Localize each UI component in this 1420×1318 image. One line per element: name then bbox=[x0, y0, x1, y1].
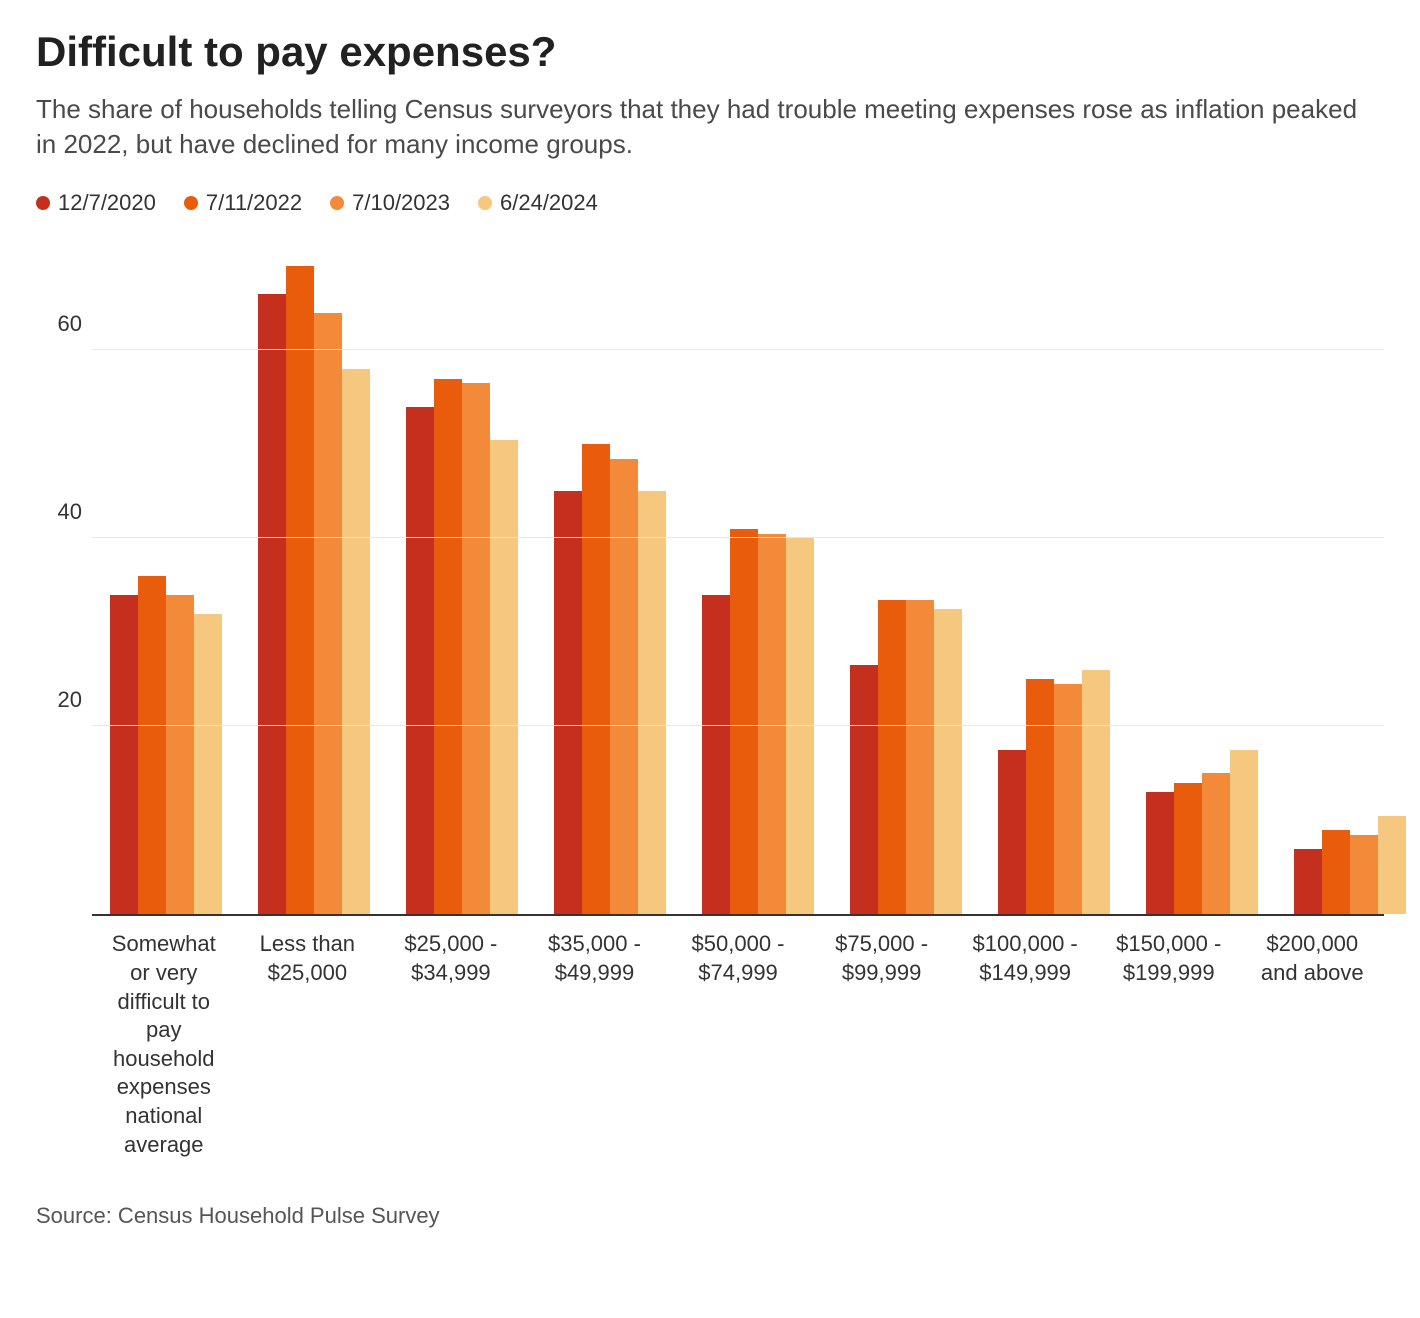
bar bbox=[998, 750, 1026, 915]
x-tick-label: Less than $25,000 bbox=[236, 930, 380, 1159]
bar bbox=[110, 595, 138, 915]
bar-group bbox=[1128, 256, 1276, 914]
bar bbox=[138, 576, 166, 914]
chart-subtitle: The share of households telling Census s… bbox=[36, 92, 1376, 162]
legend: 12/7/2020 7/11/2022 7/10/2023 6/24/2024 bbox=[36, 190, 1384, 216]
bar bbox=[1082, 670, 1110, 914]
legend-label: 7/10/2023 bbox=[352, 190, 450, 216]
bar bbox=[1146, 792, 1174, 914]
legend-label: 6/24/2024 bbox=[500, 190, 598, 216]
bar-group bbox=[240, 256, 388, 914]
bar bbox=[786, 538, 814, 914]
y-tick-label: 40 bbox=[36, 499, 82, 525]
plot-area: 204060 bbox=[92, 256, 1384, 916]
x-tick-label: Somewhat or very difficult to pay househ… bbox=[92, 930, 236, 1159]
x-tick-label: $75,000 - $99,999 bbox=[810, 930, 954, 1159]
chart: 204060 Somewhat or very difficult to pay… bbox=[36, 256, 1384, 1159]
gridline bbox=[92, 349, 1384, 350]
x-tick-label: $200,000 and above bbox=[1241, 930, 1385, 1159]
bar bbox=[1054, 684, 1082, 914]
bar-group bbox=[980, 256, 1128, 914]
bar bbox=[490, 440, 518, 915]
bar-group bbox=[536, 256, 684, 914]
bar bbox=[934, 609, 962, 914]
legend-item: 6/24/2024 bbox=[478, 190, 598, 216]
bar bbox=[1026, 679, 1054, 914]
bar bbox=[462, 383, 490, 914]
bar bbox=[582, 444, 610, 914]
bar bbox=[1322, 830, 1350, 915]
bar bbox=[434, 379, 462, 915]
legend-swatch bbox=[478, 196, 492, 210]
bar-groups bbox=[92, 256, 1384, 914]
legend-swatch bbox=[330, 196, 344, 210]
bar bbox=[406, 407, 434, 915]
x-tick-label: $150,000 - $199,999 bbox=[1097, 930, 1241, 1159]
bar-group bbox=[1276, 256, 1420, 914]
legend-label: 12/7/2020 bbox=[58, 190, 156, 216]
legend-label: 7/11/2022 bbox=[206, 190, 302, 216]
legend-item: 12/7/2020 bbox=[36, 190, 156, 216]
bar bbox=[342, 369, 370, 914]
bar bbox=[758, 534, 786, 915]
bar bbox=[1174, 783, 1202, 915]
x-tick-label: $25,000 - $34,999 bbox=[379, 930, 523, 1159]
chart-title: Difficult to pay expenses? bbox=[36, 28, 1384, 76]
legend-item: 7/11/2022 bbox=[184, 190, 302, 216]
x-tick-label: $100,000 - $149,999 bbox=[953, 930, 1097, 1159]
bar bbox=[878, 600, 906, 915]
bar-group bbox=[388, 256, 536, 914]
legend-swatch bbox=[184, 196, 198, 210]
bar bbox=[314, 313, 342, 915]
x-axis-labels: Somewhat or very difficult to pay househ… bbox=[92, 930, 1384, 1159]
bar-group bbox=[92, 256, 240, 914]
y-tick-label: 60 bbox=[36, 311, 82, 337]
bar bbox=[730, 529, 758, 914]
bar bbox=[850, 665, 878, 914]
legend-swatch bbox=[36, 196, 50, 210]
bar bbox=[194, 614, 222, 915]
bar bbox=[554, 491, 582, 914]
bar-group bbox=[832, 256, 980, 914]
x-tick-label: $50,000 - $74,999 bbox=[666, 930, 810, 1159]
bar bbox=[1350, 835, 1378, 915]
bar bbox=[1378, 816, 1406, 915]
y-tick-label: 20 bbox=[36, 687, 82, 713]
x-tick-label: $35,000 - $49,999 bbox=[523, 930, 667, 1159]
bar bbox=[1230, 750, 1258, 915]
bar bbox=[702, 595, 730, 915]
bar bbox=[610, 459, 638, 915]
bar bbox=[1294, 849, 1322, 915]
gridline bbox=[92, 537, 1384, 538]
bar bbox=[1202, 773, 1230, 914]
source-attribution: Source: Census Household Pulse Survey bbox=[36, 1203, 1384, 1229]
legend-item: 7/10/2023 bbox=[330, 190, 450, 216]
bar bbox=[638, 491, 666, 914]
bar-group bbox=[684, 256, 832, 914]
bar bbox=[258, 294, 286, 914]
bar bbox=[906, 600, 934, 915]
bar bbox=[166, 595, 194, 915]
bar bbox=[286, 266, 314, 915]
gridline bbox=[92, 725, 1384, 726]
